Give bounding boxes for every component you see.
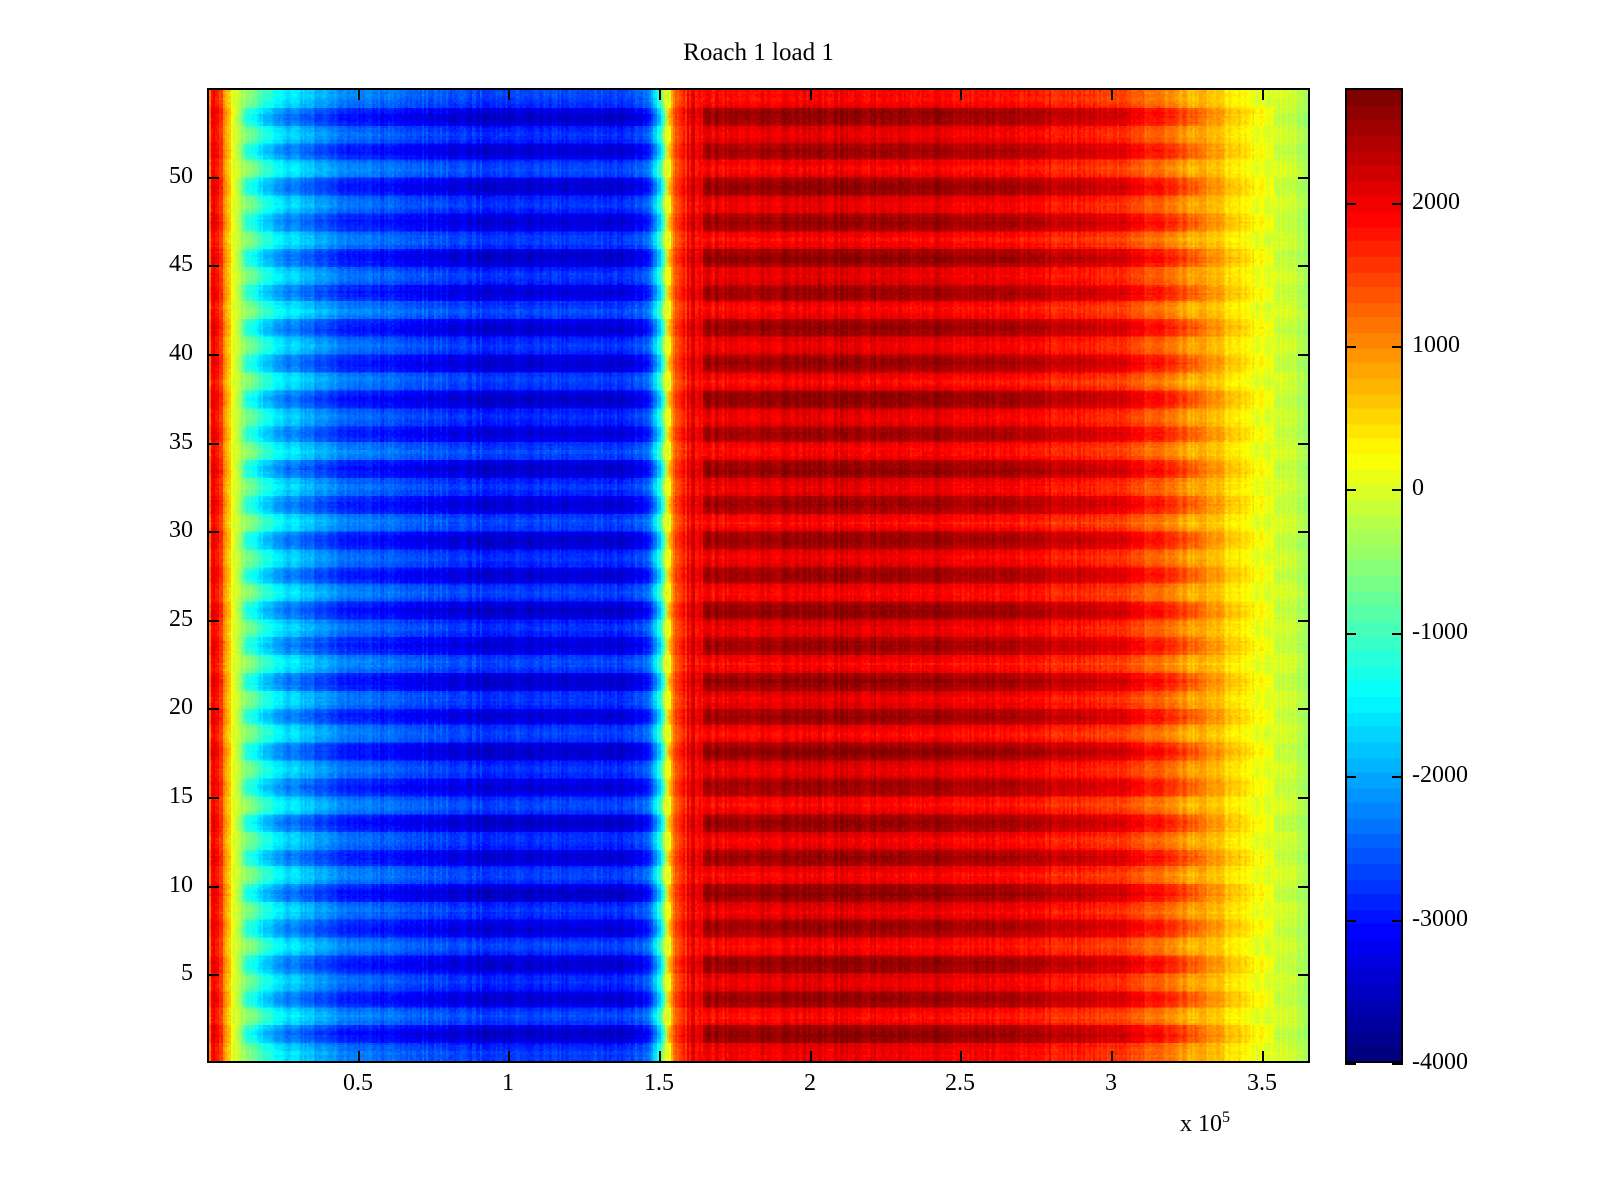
- y-tick-label: 45: [169, 251, 193, 277]
- x-tick-label: 0.5: [343, 1070, 373, 1096]
- x-tick-mark: [1111, 1051, 1113, 1063]
- x-tick-mark-top: [508, 88, 510, 100]
- x-exponent-text: x 10: [1180, 1111, 1222, 1137]
- x-tick-mark: [960, 1051, 962, 1063]
- colorbar-tick-label: 2000: [1412, 189, 1460, 215]
- y-tick-mark-right: [1298, 265, 1310, 267]
- y-tick-mark-right: [1298, 886, 1310, 888]
- y-tick-mark-right: [1298, 620, 1310, 622]
- y-tick-label: 35: [169, 429, 193, 455]
- y-tick-mark: [207, 620, 219, 622]
- y-tick-mark: [207, 974, 219, 976]
- colorbar-tick-label: 1000: [1412, 332, 1460, 358]
- colorbar-tick-mark-right: [1392, 203, 1403, 205]
- x-tick-label: 1: [502, 1070, 514, 1096]
- y-tick-label: 5: [181, 960, 193, 986]
- heatmap-plot-area[interactable]: [207, 88, 1310, 1063]
- y-tick-label: 25: [169, 606, 193, 632]
- y-tick-label: 10: [169, 872, 193, 898]
- y-tick-label: 15: [169, 783, 193, 809]
- y-tick-mark-right: [1298, 531, 1310, 533]
- x-tick-mark-top: [960, 88, 962, 100]
- x-tick-mark: [358, 1051, 360, 1063]
- x-tick-label: 1.5: [644, 1070, 674, 1096]
- y-tick-label: 40: [169, 340, 193, 366]
- colorbar[interactable]: [1345, 88, 1403, 1063]
- colorbar-tick-label: -4000: [1412, 1049, 1468, 1075]
- colorbar-tick-mark-right: [1392, 1063, 1403, 1065]
- colorbar-tick-mark: [1345, 776, 1356, 778]
- y-tick-label: 50: [169, 163, 193, 189]
- colorbar-tick-mark-right: [1392, 489, 1403, 491]
- y-tick-mark: [207, 443, 219, 445]
- colorbar-tick-mark-right: [1392, 346, 1403, 348]
- chart-title: Roach 1 load 1: [683, 39, 834, 66]
- y-tick-mark: [207, 708, 219, 710]
- x-exponent-power: 5: [1222, 1109, 1230, 1126]
- y-tick-mark: [207, 797, 219, 799]
- x-tick-label: 3: [1105, 1070, 1117, 1096]
- colorbar-tick-mark: [1345, 203, 1356, 205]
- y-tick-mark: [207, 531, 219, 533]
- y-tick-mark-right: [1298, 708, 1310, 710]
- x-tick-mark: [508, 1051, 510, 1063]
- y-tick-mark-right: [1298, 974, 1310, 976]
- x-tick-label: 3.5: [1247, 1070, 1277, 1096]
- x-tick-mark: [1262, 1051, 1264, 1063]
- colorbar-tick-label: -1000: [1412, 619, 1468, 645]
- y-tick-mark: [207, 354, 219, 356]
- colorbar-tick-mark: [1345, 346, 1356, 348]
- x-tick-label: 2.5: [945, 1070, 975, 1096]
- colorbar-tick-mark-right: [1392, 920, 1403, 922]
- colorbar-tick-mark-right: [1392, 776, 1403, 778]
- x-tick-mark-top: [1111, 88, 1113, 100]
- x-tick-mark-top: [810, 88, 812, 100]
- x-tick-label: 2: [804, 1070, 816, 1096]
- y-tick-mark-right: [1298, 443, 1310, 445]
- y-tick-mark: [207, 886, 219, 888]
- y-tick-label: 20: [169, 694, 193, 720]
- colorbar-tick-label: 0: [1412, 475, 1424, 501]
- colorbar-tick-label: -2000: [1412, 762, 1468, 788]
- colorbar-tick-mark: [1345, 489, 1356, 491]
- colorbar-tick-mark: [1345, 1063, 1356, 1065]
- y-tick-mark-right: [1298, 354, 1310, 356]
- y-tick-mark: [207, 265, 219, 267]
- y-tick-label: 30: [169, 517, 193, 543]
- x-tick-mark-top: [358, 88, 360, 100]
- x-axis-exponent-label: x 105: [1180, 1105, 1230, 1137]
- x-tick-mark: [659, 1051, 661, 1063]
- y-tick-mark-right: [1298, 797, 1310, 799]
- x-tick-mark-top: [659, 88, 661, 100]
- colorbar-tick-mark: [1345, 633, 1356, 635]
- x-tick-mark: [810, 1051, 812, 1063]
- x-tick-mark-top: [1262, 88, 1264, 100]
- colorbar-tick-label: -3000: [1412, 906, 1468, 932]
- y-tick-mark: [207, 177, 219, 179]
- y-tick-mark-right: [1298, 177, 1310, 179]
- heatmap-image: [209, 90, 1308, 1061]
- colorbar-tick-mark-right: [1392, 633, 1403, 635]
- colorbar-tick-mark: [1345, 920, 1356, 922]
- colorbar-gradient: [1347, 90, 1401, 1061]
